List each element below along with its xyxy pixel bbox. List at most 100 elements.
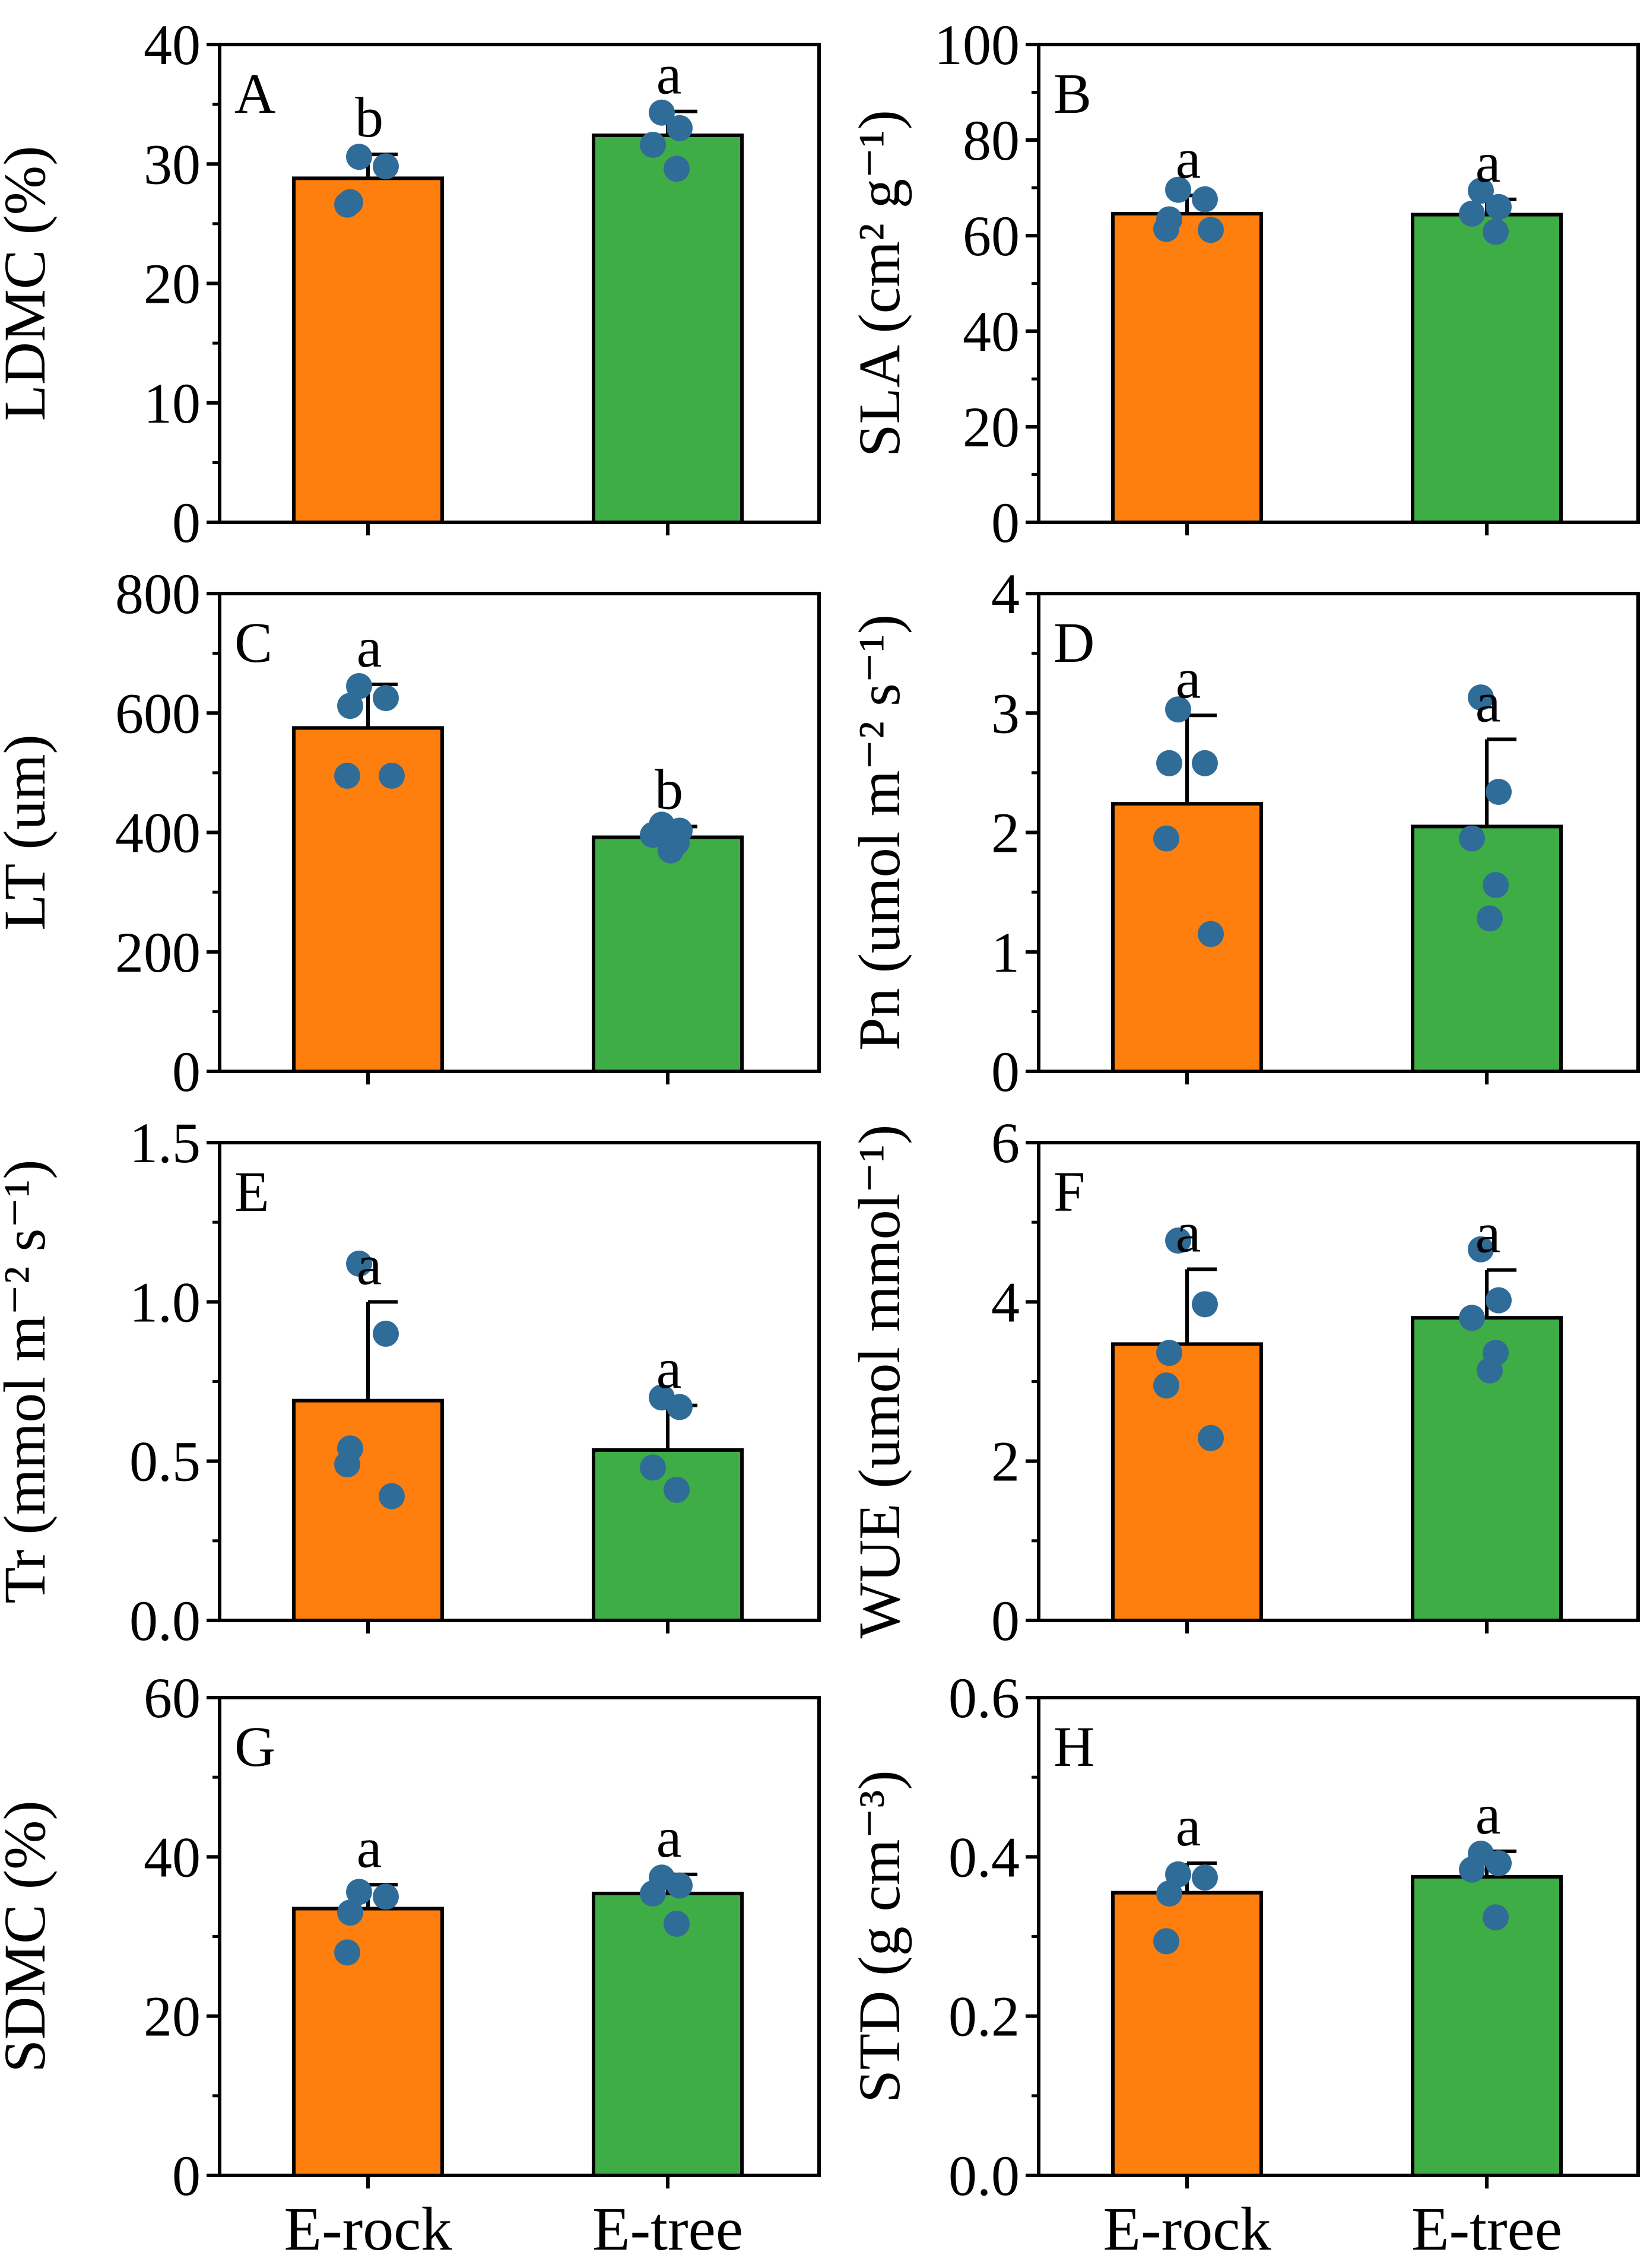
data-point-g-e-tree <box>664 1911 690 1937</box>
data-point-c-e-rock <box>346 673 372 699</box>
y-tick-label-b: 80 <box>963 109 1020 172</box>
panel-letter-e: E <box>234 1160 269 1223</box>
y-tick-label-a: 20 <box>144 252 201 316</box>
data-point-g-e-tree <box>667 1872 693 1899</box>
data-point-a-e-tree <box>664 156 690 182</box>
y-tick-label-c: 200 <box>115 921 201 984</box>
significance-letter-d-e-rock: a <box>1176 646 1201 710</box>
significance-letter-d-e-tree: a <box>1476 671 1501 734</box>
data-point-b-e-tree <box>1483 218 1509 245</box>
x-category-label-g-e-tree: E-tree <box>592 2195 743 2263</box>
data-point-h-e-tree <box>1486 1850 1512 1877</box>
y-tick-label-b: 0 <box>991 491 1020 554</box>
y-tick-label-g: 40 <box>144 1825 201 1889</box>
significance-letter-c-e-tree: b <box>655 757 683 821</box>
data-point-d-e-tree <box>1483 872 1509 899</box>
significance-letter-b-e-tree: a <box>1476 131 1501 194</box>
data-point-a-e-tree <box>649 99 675 126</box>
panel-d: a a 0 1 2 3 4D Pn (umol m⁻² s⁻¹) <box>846 562 1640 1103</box>
y-tick-label-d: 1 <box>991 921 1020 984</box>
y-tick-label-d: 3 <box>991 681 1020 745</box>
bar-d-e-rock <box>1111 802 1263 1073</box>
data-point-d-e-tree <box>1477 905 1503 932</box>
panel-e: a a 0.0 0.5 1.0 1.5 E Tr (mmol m⁻² s⁻¹) <box>0 1111 821 1652</box>
panel-letter-c: C <box>234 611 272 674</box>
data-point-f-e-rock <box>1165 1227 1191 1254</box>
data-point-d-e-tree <box>1468 684 1494 711</box>
data-point-e-e-tree <box>640 1454 666 1481</box>
data-point-a-e-rock <box>346 144 372 170</box>
data-point-f-e-tree <box>1468 1236 1494 1263</box>
data-point-a-e-tree <box>640 132 666 158</box>
data-point-f-e-rock <box>1192 1291 1218 1318</box>
panel-letter-a: A <box>234 62 275 125</box>
data-point-h-e-tree <box>1483 1904 1509 1931</box>
data-point-e-e-tree <box>667 1394 693 1420</box>
y-tick-label-c: 800 <box>115 562 201 626</box>
y-tick-label-d: 4 <box>991 562 1020 626</box>
y-axis-label-g: SDMC (%) <box>0 1800 58 2072</box>
data-point-b-e-rock <box>1165 176 1191 203</box>
x-category-label-h-e-rock: E-rock <box>1103 2195 1271 2263</box>
bar-d-e-tree <box>1411 824 1563 1073</box>
y-tick-label-h: 0.2 <box>948 1985 1020 2048</box>
y-tick-label-c: 600 <box>115 681 201 745</box>
data-point-e-e-rock <box>379 1483 405 1509</box>
y-tick-label-e: 0.5 <box>129 1430 201 1493</box>
y-tick-label-f: 2 <box>991 1430 1020 1493</box>
y-tick-label-b: 40 <box>963 300 1020 363</box>
x-category-label-h-e-tree: E-tree <box>1411 2195 1562 2263</box>
bar-b-e-rock <box>1111 211 1263 525</box>
y-axis-label-e: Tr (mmol m⁻² s⁻¹) <box>0 1159 58 1603</box>
y-tick-label-h: 0.6 <box>948 1666 1020 1730</box>
y-tick-label-a: 30 <box>144 132 201 196</box>
y-tick-label-c: 0 <box>172 1040 201 1103</box>
significance-letter-e-e-rock: a <box>357 1233 382 1296</box>
data-point-d-e-rock <box>1192 750 1218 776</box>
panel-f: a a 0 2 4 6F WUE (umol mmol⁻¹) <box>846 1111 1640 1652</box>
panel-h: a a 0.0 0.2 0.4 0.6 H STD (g cm⁻³) E-rock E-tree <box>846 1666 1640 2263</box>
y-tick-label-a: 40 <box>144 13 201 77</box>
data-point-d-e-tree <box>1486 779 1512 805</box>
data-point-e-e-rock <box>346 1250 372 1277</box>
bar-c-e-rock <box>292 726 444 1073</box>
data-point-e-e-rock <box>334 1451 360 1478</box>
y-tick-label-h: 0.4 <box>948 1825 1020 1889</box>
y-tick-label-a: 0 <box>172 491 201 554</box>
y-tick-label-c: 400 <box>115 801 201 865</box>
data-point-b-e-tree <box>1468 177 1494 204</box>
panel-b: a a 0 20 40 60 80 100 B SLA (cm² g⁻¹) <box>846 13 1640 554</box>
y-tick-label-b: 20 <box>963 395 1020 459</box>
bar-c-e-tree <box>592 835 744 1074</box>
bar-a-e-tree <box>592 133 744 524</box>
data-point-c-e-rock <box>379 762 405 789</box>
data-point-e-e-rock <box>373 1321 399 1347</box>
data-point-f-e-rock <box>1153 1372 1179 1399</box>
panel-letter-b: B <box>1054 62 1091 125</box>
y-tick-label-d: 0 <box>991 1040 1020 1103</box>
significance-letter-h-e-tree: a <box>1476 1782 1501 1846</box>
data-point-g-e-tree <box>640 1880 666 1907</box>
panel-g: a a 0 20 40 60 G SDMC (%) E-rock E-tree <box>0 1666 821 2263</box>
y-axis-label-a: LDMC (%) <box>0 146 58 421</box>
data-point-c-e-tree <box>658 837 684 864</box>
bar-g-e-rock <box>292 1907 444 2178</box>
data-point-f-e-rock <box>1156 1340 1182 1366</box>
significance-letter-a-e-tree: a <box>656 43 682 106</box>
significance-letter-c-e-rock: a <box>357 616 382 679</box>
data-point-h-e-rock <box>1153 1928 1179 1955</box>
data-point-g-e-rock <box>334 1939 360 1966</box>
data-point-b-e-tree <box>1459 200 1485 227</box>
data-point-f-e-tree <box>1459 1305 1485 1331</box>
data-point-d-e-rock <box>1165 696 1191 723</box>
data-point-a-e-rock <box>334 191 360 218</box>
data-point-f-e-tree <box>1486 1287 1512 1314</box>
y-axis-label-f: WUE (umol mmol⁻¹) <box>846 1125 912 1639</box>
data-point-g-e-rock <box>337 1899 363 1926</box>
significance-letter-h-e-rock: a <box>1176 1794 1201 1858</box>
significance-letter-a-e-rock: b <box>355 85 383 149</box>
data-point-c-e-tree <box>640 821 666 848</box>
bar-g-e-tree <box>592 1892 744 2178</box>
panel-letter-f: F <box>1054 1160 1085 1223</box>
